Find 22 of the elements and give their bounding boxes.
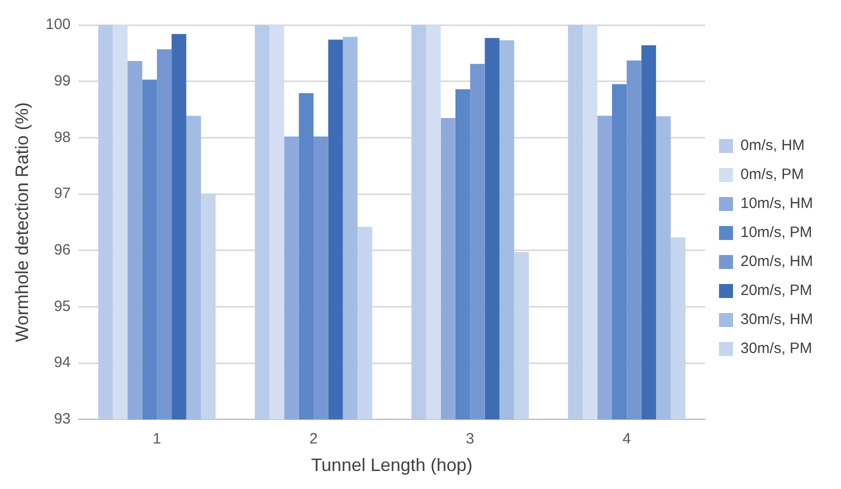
y-tick-label: 98 bbox=[54, 128, 71, 146]
y-tick-label: 94 bbox=[54, 354, 71, 372]
y-axis-title: Wormhole detection Ratio (%) bbox=[12, 102, 32, 342]
legend-label: 10m/s, PM bbox=[740, 224, 812, 242]
y-tick-label: 96 bbox=[54, 242, 71, 259]
x-axis-title: Tunnel Length (hop) bbox=[311, 455, 473, 476]
legend-label: 0m/s, PM bbox=[740, 166, 804, 184]
legend-label: 30m/s, HM bbox=[740, 311, 814, 328]
legend-label: 0m/s, HM bbox=[740, 137, 805, 154]
x-tick-label: 4 bbox=[622, 430, 631, 448]
y-tick-label: 95 bbox=[54, 298, 71, 315]
legend-label: 10m/s, HM bbox=[740, 195, 814, 212]
y-tick-label: 100 bbox=[46, 16, 71, 34]
x-tick-label: 3 bbox=[466, 430, 474, 448]
x-tick-label: 2 bbox=[309, 430, 318, 448]
legend-label: 30m/s, PM bbox=[740, 340, 812, 358]
legend-label: 20m/s, PM bbox=[740, 282, 812, 300]
y-tick-label: 97 bbox=[54, 185, 71, 202]
y-tick-label: 93 bbox=[54, 410, 71, 428]
legend-label: 20m/s, HM bbox=[740, 253, 814, 270]
y-tick-label: 99 bbox=[54, 72, 71, 90]
x-tick-label: 1 bbox=[152, 430, 162, 448]
